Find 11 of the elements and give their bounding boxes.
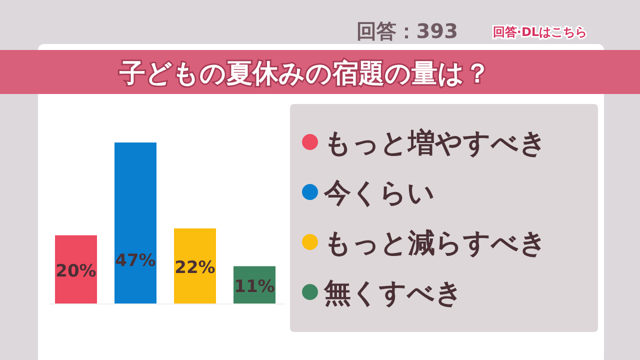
data-label: 20% bbox=[56, 262, 96, 282]
data-label: 22% bbox=[174, 258, 216, 278]
legend-label: もっと増やすべき bbox=[324, 128, 547, 159]
legend-label: もっと減らすべき bbox=[324, 228, 547, 259]
chart-title: 子どもの夏休みの宿題の量は？ bbox=[118, 59, 490, 89]
legend-label: 無くすべき bbox=[323, 278, 463, 309]
legend-label: 今くらい bbox=[323, 178, 435, 209]
data-label: 47% bbox=[115, 251, 156, 271]
data-label: 11% bbox=[234, 277, 275, 298]
text: 回答：393 bbox=[356, 19, 458, 43]
text: 回答·DLはこちら bbox=[492, 25, 588, 39]
